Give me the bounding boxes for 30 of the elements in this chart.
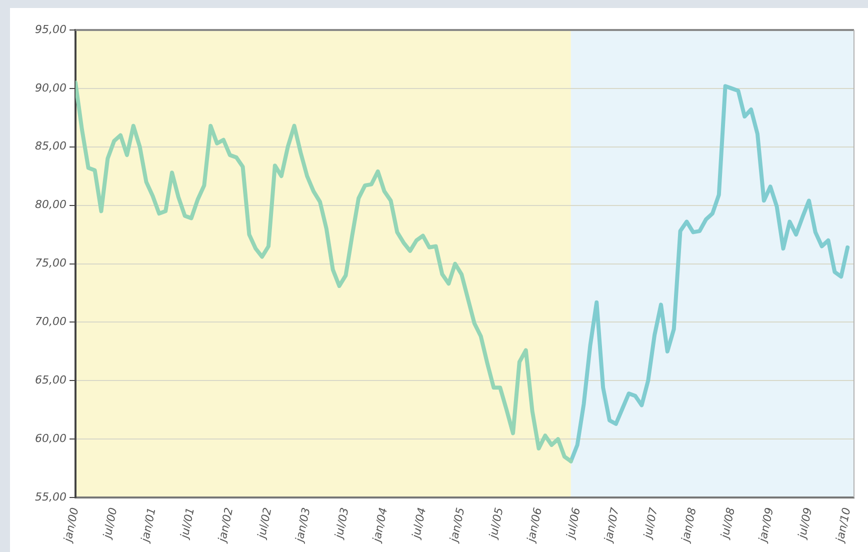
- x-tick-label: jul/06: [564, 506, 584, 542]
- y-tick-label: 95,00: [34, 22, 66, 36]
- y-tick-label: 70,00: [34, 315, 66, 328]
- y-tick-label: 65,00: [34, 374, 66, 387]
- x-tick-label: jul/02: [254, 506, 274, 542]
- x-tick-label: jul/05: [486, 506, 506, 542]
- y-tick-label: 55,00: [34, 490, 66, 504]
- x-tick-label: jan/07: [601, 506, 622, 545]
- y-tick-label: 90,00: [34, 81, 66, 94]
- x-tick-label: jan/01: [138, 506, 158, 545]
- x-tick-label: jan/10: [833, 506, 854, 545]
- x-tick-label: jul/08: [718, 506, 738, 542]
- x-tick-label: jan/04: [370, 506, 390, 545]
- x-tick-label: jan/08: [678, 506, 699, 545]
- x-tick-label: jan/03: [292, 506, 313, 545]
- y-tick-label: 80,00: [34, 198, 66, 212]
- x-tick-label: jan/06: [524, 506, 544, 545]
- x-tick-label: jul/07: [640, 506, 660, 542]
- y-tick-label: 85,00: [34, 140, 66, 153]
- y-tick-label: 75,00: [34, 256, 66, 270]
- y-tick-label: 60,00: [34, 432, 66, 445]
- x-tick-label: jan/05: [446, 506, 468, 545]
- x-tick-label: jul/04: [409, 506, 429, 542]
- x-tick-label: jul/09: [795, 506, 815, 542]
- x-tick-label: jan/00: [60, 506, 82, 545]
- x-tick-label: jul/00: [100, 506, 120, 542]
- x-tick-label: jan/02: [215, 506, 236, 545]
- x-tick-label: jul/03: [332, 506, 352, 542]
- x-tick-label: jan/09: [756, 506, 776, 545]
- x-tick-label: jul/01: [178, 506, 198, 542]
